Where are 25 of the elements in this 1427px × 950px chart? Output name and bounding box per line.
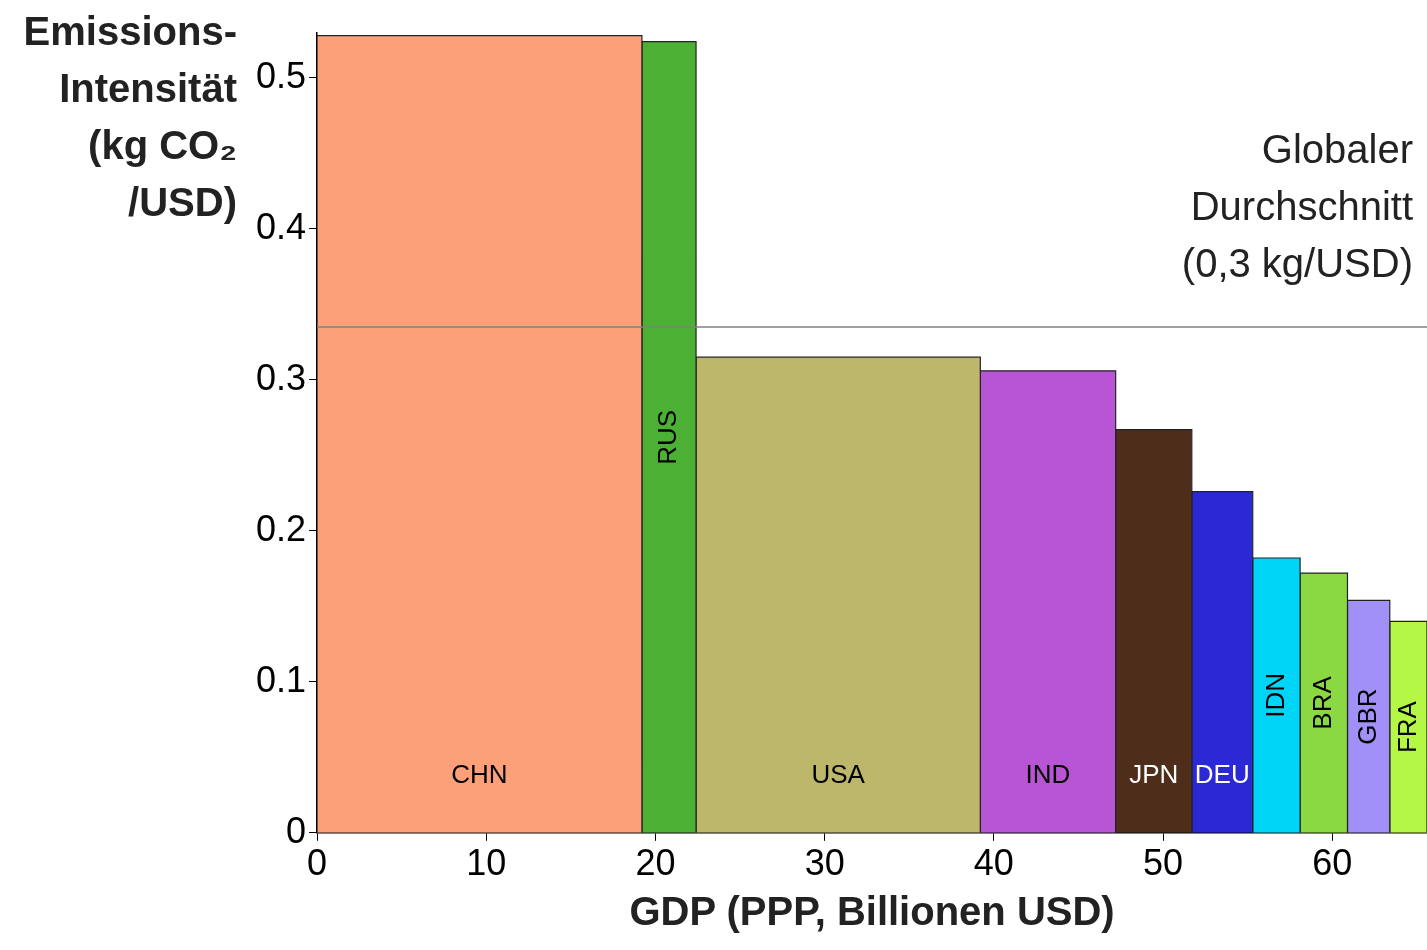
category-label: JPN (1129, 758, 1179, 789)
y-tick-label: 0.1 (256, 658, 307, 700)
y-tick-label: 0.4 (256, 205, 307, 247)
category-label: BRA (1306, 676, 1337, 730)
x-tick-label: 30 (804, 842, 845, 884)
category-label: CHN (451, 758, 508, 789)
y-tick-label: 0.2 (256, 507, 307, 549)
category-label: IDN (1259, 673, 1290, 718)
x-tick-label: 10 (466, 842, 507, 884)
x-tick-label: 60 (1312, 842, 1353, 884)
category-label: DEU (1194, 758, 1250, 789)
x-axis-title: GDP (PPP, Billionen USD) (629, 889, 1115, 934)
category-label: GBR (1351, 688, 1382, 745)
ref-line-label: Globaler Durchschnitt (0,3 kg/USD) (1181, 127, 1413, 286)
x-tick-label: 20 (635, 842, 676, 884)
category-label: IND (1025, 758, 1071, 789)
category-label: RUS (652, 409, 683, 465)
y-tick-label: 0 (286, 809, 307, 851)
y-axis-title: Emissions-Intensität (kg CO₂ /USD) (23, 9, 237, 225)
category-label: FRA (1391, 701, 1422, 754)
y-tick-label: 0.5 (256, 54, 307, 96)
x-tick-label: 40 (973, 842, 1014, 884)
category-label: USA (811, 758, 865, 789)
y-tick-label: 0.3 (256, 356, 307, 398)
x-tick-label: 50 (1143, 842, 1184, 884)
